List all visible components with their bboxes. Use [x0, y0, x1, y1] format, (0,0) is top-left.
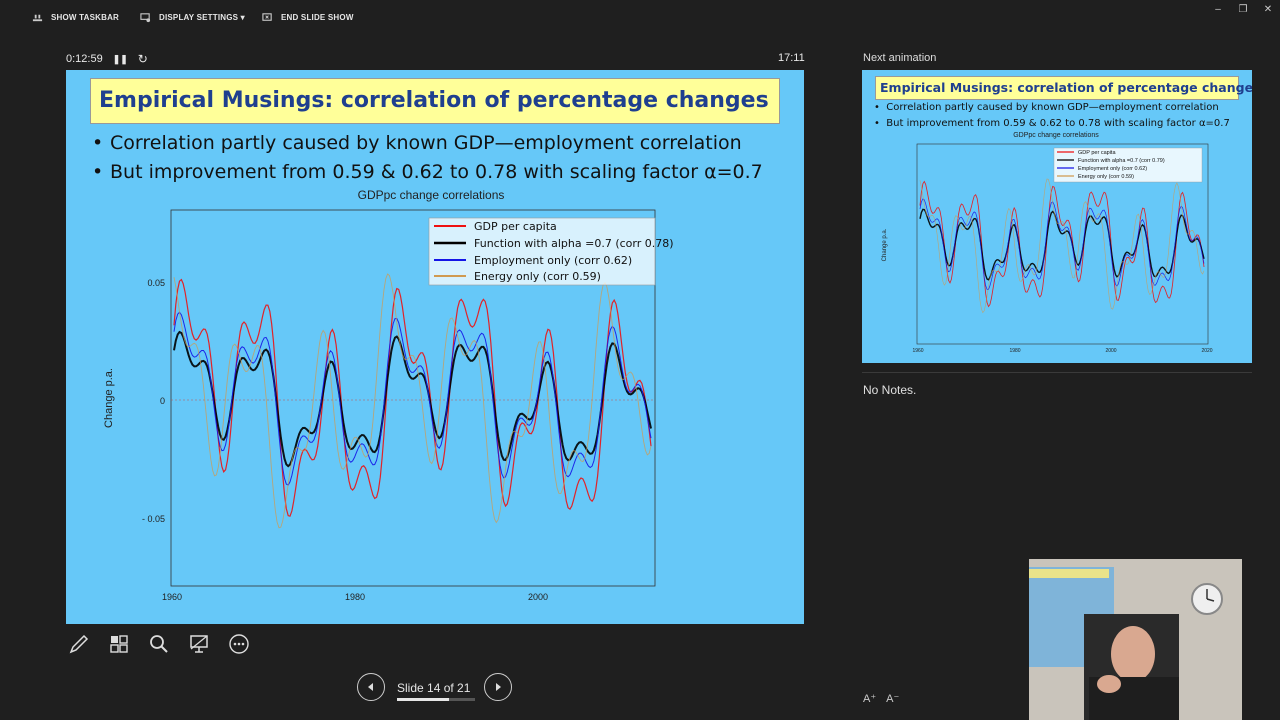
see-all-slides-button[interactable] [106, 630, 132, 658]
y-tick-label: 0.05 [147, 278, 165, 288]
bullet-text: Correlation partly caused by known GDP—e… [110, 132, 742, 154]
preview-x-tick: 1980 [1009, 348, 1020, 354]
slide-progress-fill [397, 698, 450, 701]
clock: 17:11 [778, 52, 805, 64]
series-line-employment [173, 311, 652, 486]
preview-legend-box [1053, 147, 1203, 183]
presenter-tools [66, 630, 252, 658]
current-slide[interactable]: Empirical Musings: correlation of percen… [66, 70, 804, 624]
elapsed-time: 0:12:59 [66, 53, 103, 65]
end-slide-show-button[interactable]: END SLIDE SHOW [262, 12, 354, 23]
search-icon [150, 635, 168, 653]
preview-y-label: Change p.a. [882, 228, 888, 261]
preview-bullet-2: • But improvement from 0.59 & 0.62 to 0.… [874, 118, 1230, 129]
preview-plot-frame [916, 143, 1209, 345]
preview-legend-label: Employment only (corr 0.62) [1078, 166, 1147, 172]
preview-title: Empirical Musings: correlation of percen… [875, 76, 1252, 100]
preview-x-tick: 2020 [1201, 348, 1212, 354]
preview-legend-label: Function with alpha =0.7 (corr 0.79) [1078, 158, 1165, 164]
preview-chart-title: GDPpc change correlations [1013, 132, 1099, 139]
speaker-notes: No Notes. [863, 383, 917, 397]
series-layer [173, 273, 652, 529]
zoom-button[interactable] [146, 630, 172, 658]
slide-bullet-2: • But improvement from 0.59 & 0.62 to 0.7… [92, 161, 763, 183]
restart-icon[interactable]: ↻ [137, 52, 148, 66]
chevron-right-icon [496, 683, 501, 691]
x-tick-label: 1980 [345, 592, 365, 602]
minimize-icon[interactable]: – [1215, 4, 1221, 15]
preview-series-energy [919, 178, 1205, 314]
display-settings-icon [140, 13, 151, 23]
taskbar-icon [32, 14, 43, 22]
y-axis-label: Change p.a. [103, 368, 115, 428]
pause-icon[interactable]: ❚❚ [112, 53, 128, 64]
preview-series-employment [919, 198, 1205, 290]
preview-series-function [919, 208, 1205, 281]
preview-bullet-1: • Correlation partly caused by known GDP… [874, 102, 1219, 113]
notes-font-controls: A⁺ A⁻ [863, 692, 899, 705]
decrease-font-button[interactable]: A⁻ [886, 693, 900, 705]
screen-icon [190, 635, 208, 653]
grid-icon [110, 635, 128, 653]
restore-icon[interactable]: ❐ [1238, 4, 1248, 15]
preview-bullet-text: But improvement from 0.59 & 0.62 to 0.78… [886, 118, 1230, 129]
legend-label-energy: Energy only (corr 0.59) [474, 270, 601, 283]
series-line-gdp [173, 278, 652, 517]
more-icon [229, 634, 249, 654]
pen-tool-button[interactable] [66, 630, 92, 658]
legend-label-function: Function with alpha =0.7 (corr 0.78) [474, 237, 674, 250]
preview-x-tick: 1960 [912, 348, 923, 354]
increase-font-button[interactable]: A⁺ [863, 693, 877, 705]
preview-chart: GDPpc change correlations Change p.a. 19… [882, 132, 1213, 354]
legend: GDP per capita Function with alpha =0.7 … [428, 217, 674, 286]
chevron-left-icon [368, 683, 373, 691]
slide-title: Empirical Musings: correlation of percen… [90, 78, 780, 124]
next-animation-label: Next animation [863, 52, 937, 64]
previous-slide-button[interactable] [357, 673, 385, 701]
y-tick-label: 0 [160, 396, 165, 406]
timer: 0:12:59 ❚❚ ↻ [66, 52, 148, 66]
slide-bullet-1: • Correlation partly caused by known GDP—… [92, 132, 742, 154]
panel-divider [862, 372, 1252, 373]
chart: GDPpc change correlations Change p.a. 0.… [103, 188, 674, 602]
bullet-text: But improvement from 0.59 & 0.62 to 0.78… [110, 161, 763, 183]
series-line-energy [173, 273, 652, 529]
chart-title: GDPpc change correlations [358, 188, 505, 202]
next-slide-preview[interactable]: Empirical Musings: correlation of percen… [862, 70, 1252, 363]
preview-bullet-text: Correlation partly caused by known GDP—e… [886, 102, 1219, 113]
preview-x-tick: 2000 [1105, 348, 1116, 354]
more-options-button[interactable] [226, 630, 252, 658]
legend-label-employment: Employment only (corr 0.62) [474, 254, 632, 267]
slide-counter: Slide 14 of 21 [397, 681, 471, 695]
slide-navigation: Slide 14 of 21 [357, 673, 515, 703]
x-tick-label: 1960 [162, 592, 182, 602]
webcam-image [1029, 559, 1242, 720]
slide-progress-bar [397, 698, 475, 701]
preview-series-gdp [919, 180, 1205, 308]
preview-legend-label: Energy only (corr 0.59) [1078, 174, 1134, 180]
presenter-webcam [1029, 559, 1242, 720]
legend-box [428, 217, 656, 286]
show-taskbar-button[interactable]: SHOW TASKBAR [32, 12, 119, 23]
preview-legend-label: GDP per capita [1078, 150, 1116, 156]
plot-frame [170, 209, 656, 587]
black-screen-button[interactable] [186, 630, 212, 658]
close-icon[interactable]: ✕ [1263, 4, 1273, 15]
x-tick-label: 2000 [528, 592, 548, 602]
end-show-icon [262, 13, 272, 21]
legend-label-gdp: GDP per capita [474, 220, 557, 233]
preview-series-layer [919, 178, 1205, 314]
y-tick-label: - 0.05 [142, 514, 165, 524]
series-line-function [173, 330, 652, 468]
pen-icon [69, 634, 89, 654]
display-settings-button[interactable]: DISPLAY SETTINGS ▾ [140, 12, 245, 23]
presenter-toolbar: SHOW TASKBAR DISPLAY SETTINGS ▾ END SLID… [0, 0, 1280, 38]
next-slide-button[interactable] [484, 673, 512, 701]
